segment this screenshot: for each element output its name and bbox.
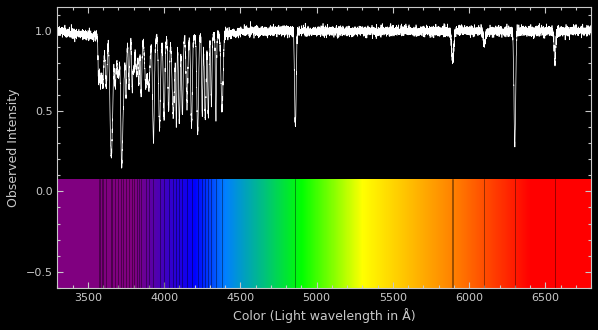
Y-axis label: Observed Intensity: Observed Intensity [7,88,20,207]
X-axis label: Color (Light wavelength in Å): Color (Light wavelength in Å) [233,308,416,323]
